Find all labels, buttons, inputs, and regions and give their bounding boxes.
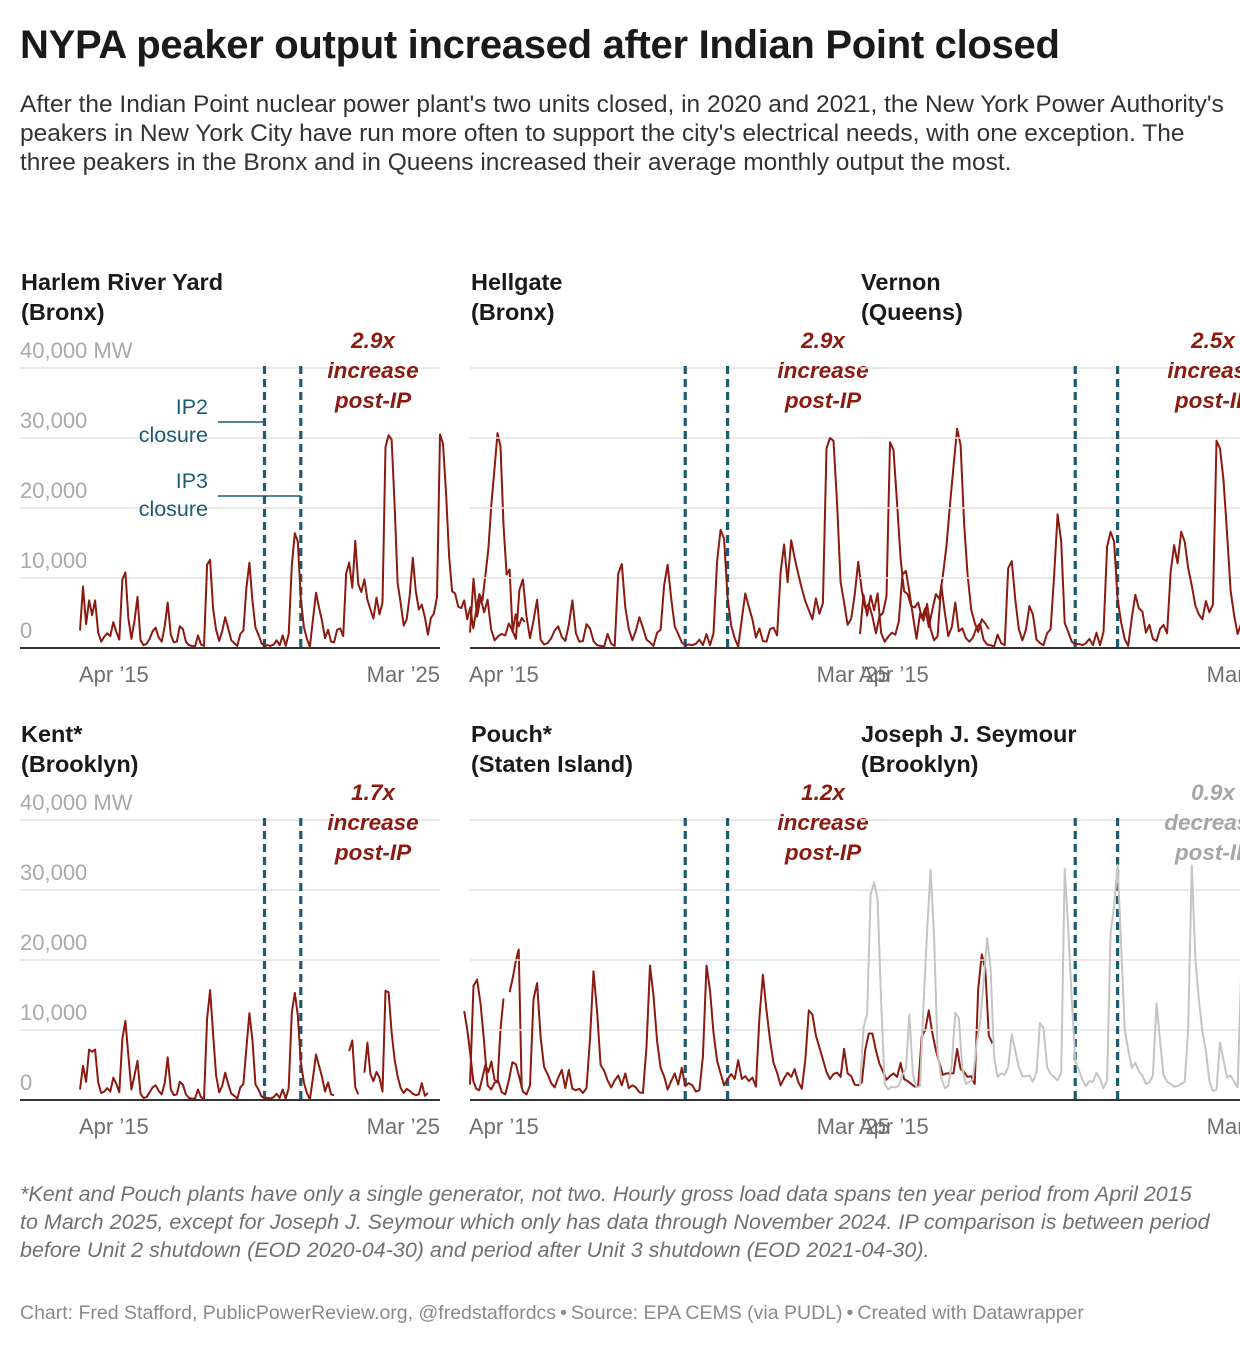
chart-panel: Hellgate(Bronx)Apr ’15 Mar ’252.9xincreas…	[469, 269, 990, 687]
x-tick-label: Mar ’25	[1207, 662, 1240, 687]
panel-annotation: post-IP	[334, 388, 412, 413]
y-tick-label: 30,000	[20, 860, 87, 885]
series-line	[348, 1039, 360, 1095]
panel-subtitle: (Queens)	[861, 299, 963, 325]
chart-panel: Kent* (Brooklyn) 0 10,000 20,000 30,000 40,000…	[20, 721, 523, 1139]
x-tick-label: Mar ’25	[817, 1114, 890, 1139]
panel-title: Hellgate	[471, 269, 562, 295]
chart-description: After the Indian Point nuclear power pla…	[20, 91, 1224, 176]
panel-annotation: post-IP	[1174, 388, 1240, 413]
panel-annotation: 2.9x	[800, 328, 846, 353]
panel-annotation: post-IP	[334, 840, 412, 865]
x-tick-label: Mar ’25	[367, 662, 440, 687]
chart-title: NYPA peaker output increased after India…	[20, 23, 1060, 67]
chart-panel: Harlem River Yard (Bronx) 0 10,000 20,000 30,…	[20, 269, 526, 687]
panel-annotation: post-IP	[784, 388, 862, 413]
x-tick-label: Apr ’15	[859, 1114, 929, 1139]
panel-annotation: 0.9x	[1191, 780, 1236, 805]
y-tick-label: 30,000	[20, 408, 87, 433]
credit-source: Source: EPA CEMS (via PUDL)	[570, 1302, 843, 1324]
panel-annotation: 2.9x	[350, 328, 396, 353]
credit-tool: Created with Datawrapper	[857, 1302, 1084, 1324]
panel-annotation: 2.5x	[1190, 328, 1236, 353]
closure-marker-label: closure	[139, 423, 208, 447]
y-tick-label: 40,000 MW	[20, 790, 133, 815]
x-tick-label: Apr ’15	[79, 1114, 149, 1139]
panel-annotation: post-IP	[784, 840, 862, 865]
y-tick-label: 20,000	[20, 478, 87, 503]
y-tick-label: 10,000	[20, 1000, 87, 1025]
y-tick-label: 20,000	[20, 930, 87, 955]
panel-title: Harlem River Yard	[21, 269, 223, 295]
x-tick-label: Mar ’25	[367, 1114, 440, 1139]
series-line	[363, 989, 429, 1097]
closure-marker-label: IP3	[176, 469, 208, 493]
panel-subtitle: (Bronx)	[21, 299, 105, 325]
panel-subtitle: (Brooklyn)	[21, 751, 139, 777]
series-line	[859, 439, 1240, 648]
x-tick-label: Apr ’15	[859, 662, 929, 687]
panel-title: Kent*	[21, 721, 83, 747]
footnote: *Kent and Pouch plants have only a singl…	[20, 1182, 1210, 1262]
credit-separator: •	[846, 1302, 854, 1324]
panel-subtitle: (Brooklyn)	[861, 751, 979, 777]
y-tick-label: 0	[20, 1070, 32, 1095]
closure-marker-label: IP2	[176, 395, 208, 419]
x-tick-label: Apr ’15	[469, 1114, 539, 1139]
series-line	[79, 989, 335, 1101]
y-tick-label: 0	[20, 618, 32, 643]
closure-marker-label: closure	[139, 497, 208, 521]
series-line	[469, 953, 994, 1096]
series-line	[859, 863, 1240, 1092]
panel-annotation: decrease	[1164, 810, 1240, 835]
panel-annotation: increase	[777, 810, 868, 835]
panel-annotation: increase	[777, 358, 868, 383]
panel-annotation: 1.7x	[351, 780, 396, 805]
x-tick-label: Mar ’25	[1207, 1114, 1240, 1139]
credit-author: Chart: Fred Stafford, PublicPowerReview.…	[20, 1302, 557, 1324]
x-tick-label: Apr ’15	[469, 662, 539, 687]
panel-title: Joseph J. Seymour	[861, 721, 1077, 747]
series-line	[79, 432, 526, 648]
x-tick-label: Mar ’25	[817, 662, 890, 687]
chart-panel: Joseph J. Seymour (Brooklyn) Apr ’15 Mar ’2…	[859, 721, 1240, 1139]
panel-annotation: increase	[327, 358, 418, 383]
panel-title: Vernon	[861, 269, 941, 295]
chart-panel: Vernon (Queens) Apr ’15 Mar ’25 2.5x increase…	[859, 269, 1240, 687]
chart-panel: Pouch*(Staten Island)Apr ’15 Mar ’251.2xi…	[469, 721, 994, 1139]
x-tick-label: Apr ’15	[79, 662, 149, 687]
y-tick-label: 40,000 MW	[20, 338, 133, 363]
panel-annotation: increase	[1167, 358, 1240, 383]
panel-annotation: post-IP	[1174, 840, 1240, 865]
series-line	[469, 427, 990, 648]
credit-line: Chart: Fred Stafford, PublicPowerReview.…	[20, 1300, 1230, 1326]
panel-subtitle: (Bronx)	[471, 299, 555, 325]
series-line	[508, 948, 523, 1089]
y-tick-label: 10,000	[20, 548, 87, 573]
panel-annotation: 1.2x	[801, 780, 846, 805]
panel-title: Pouch*	[471, 721, 553, 747]
panel-annotation: increase	[327, 810, 418, 835]
panel-subtitle: (Staten Island)	[471, 751, 633, 777]
credit-separator: •	[560, 1302, 567, 1324]
